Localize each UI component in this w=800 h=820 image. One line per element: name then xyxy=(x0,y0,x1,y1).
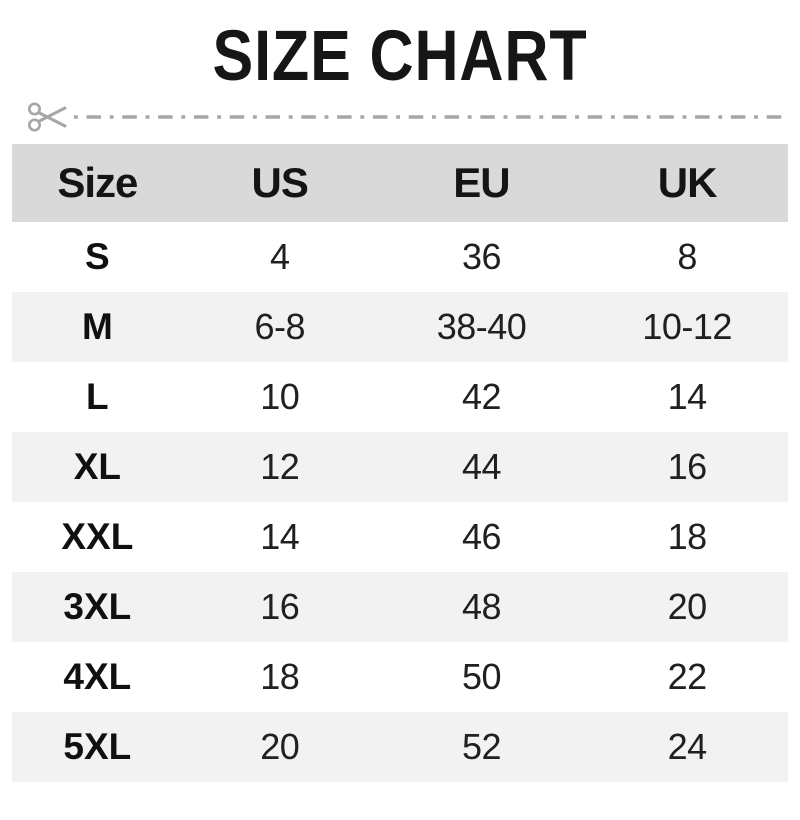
page-title: SIZE CHART xyxy=(0,20,800,94)
header-cell-uk: UK xyxy=(657,159,718,206)
header-cell-us: US xyxy=(251,159,309,206)
page-title-text: SIZE CHART xyxy=(212,17,588,96)
uk-cell: 22 xyxy=(667,656,708,697)
uk-cell: 10-12 xyxy=(642,306,732,347)
table-body: S 4 36 8 M 6-8 38-40 10-12 L 10 42 14 XL… xyxy=(12,222,788,782)
table-row: XL 12 44 16 xyxy=(12,432,788,502)
us-cell: 4 xyxy=(269,236,290,277)
table-row: 5XL 20 52 24 xyxy=(12,712,788,782)
size-cell: S xyxy=(85,236,110,277)
table-row: XXL 14 46 18 xyxy=(12,502,788,572)
uk-cell: 8 xyxy=(677,236,697,277)
size-cell: 3XL xyxy=(63,586,132,627)
size-cell: 4XL xyxy=(63,656,132,697)
eu-cell: 50 xyxy=(461,656,502,697)
eu-cell: 48 xyxy=(461,586,502,627)
uk-cell: 24 xyxy=(667,726,708,767)
table-row: M 6-8 38-40 10-12 xyxy=(12,292,788,362)
us-cell: 12 xyxy=(260,446,300,487)
us-cell: 14 xyxy=(260,516,300,557)
table-row: S 4 36 8 xyxy=(12,222,788,292)
us-cell: 16 xyxy=(260,586,300,627)
table-row: 3XL 16 48 20 xyxy=(12,572,788,642)
eu-cell: 44 xyxy=(461,446,502,487)
us-cell: 18 xyxy=(260,656,300,697)
uk-cell: 18 xyxy=(667,516,708,557)
scissors-icon xyxy=(28,102,67,132)
table-row: L 10 42 14 xyxy=(12,362,788,432)
uk-cell: 14 xyxy=(667,376,708,417)
uk-cell: 20 xyxy=(667,586,708,627)
table-header-row: Size US EU UK xyxy=(12,144,788,222)
size-cell: XXL xyxy=(61,516,134,557)
header-cell-eu: EU xyxy=(453,159,510,206)
uk-cell: 16 xyxy=(667,446,708,487)
eu-cell: 42 xyxy=(461,376,502,417)
size-cell: XL xyxy=(73,446,121,487)
eu-cell: 52 xyxy=(461,726,502,767)
eu-cell: 36 xyxy=(461,236,502,277)
us-cell: 6-8 xyxy=(254,306,305,347)
header-cell-size: Size xyxy=(57,159,138,206)
table-row: 4XL 18 50 22 xyxy=(12,642,788,712)
size-cell: L xyxy=(86,376,109,417)
cut-dash-rule xyxy=(73,115,787,119)
size-chart-table: Size US EU UK S 4 36 8 M 6-8 38-40 10-12… xyxy=(12,144,788,782)
us-cell: 20 xyxy=(260,726,300,767)
eu-cell: 38-40 xyxy=(436,306,527,347)
size-cell: M xyxy=(81,306,113,347)
cut-line xyxy=(26,96,788,138)
eu-cell: 46 xyxy=(461,516,502,557)
us-cell: 10 xyxy=(260,376,300,417)
size-cell: 5XL xyxy=(63,726,132,767)
